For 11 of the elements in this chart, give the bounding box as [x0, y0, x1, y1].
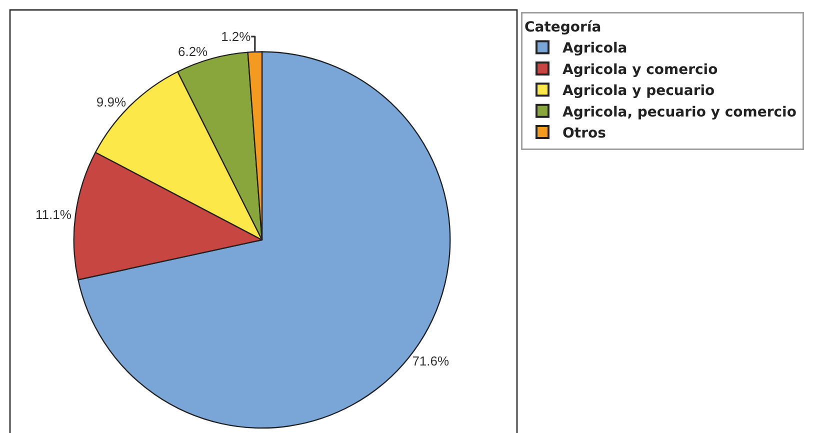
legend-label: Agricola, pecuario y comercio [562, 104, 797, 120]
legend-label: Agricola [562, 40, 628, 57]
data-label: 6.2% [178, 44, 208, 60]
data-label: 71.6% [412, 353, 450, 368]
legend-label: Agricola y comercio [562, 62, 718, 78]
data-label: 1.2% [221, 29, 252, 44]
data-label: 9.9% [96, 94, 126, 110]
data-label: 11.1% [36, 206, 72, 222]
legend-title: Categoría [524, 20, 602, 36]
legend-label: Otros [562, 126, 606, 142]
legend-label: Agricola y pecuario [562, 83, 716, 100]
